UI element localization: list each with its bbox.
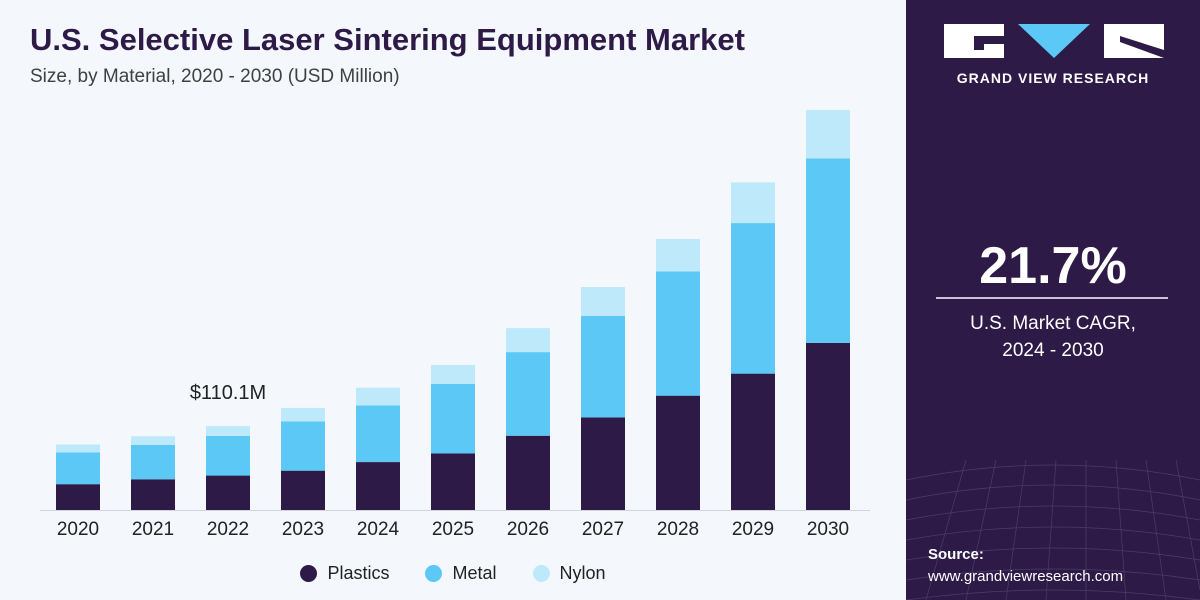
cagr-label-line1: U.S. Market CAGR, (970, 313, 1136, 334)
bar-plastics-2029 (731, 373, 775, 510)
bar-metal-2026 (506, 352, 550, 436)
cagr-divider (936, 297, 1168, 299)
brand-name: GRAND VIEW RESEARCH (956, 70, 1150, 86)
cagr-label: U.S. Market CAGR, 2024 - 2030 (906, 310, 1200, 364)
bar-metal-2029 (731, 223, 775, 374)
bar-nylon-2025 (431, 364, 475, 385)
x-tick-label-2029: 2029 (732, 519, 774, 540)
stacked-bar-chart: 2020 2021 2022 $110.1M 2023 2024 2025 2026 2027 2… (40, 109, 870, 540)
chart-legend: Plastics Metal Nylon (0, 563, 906, 584)
x-tick-label-2030: 2030 (807, 519, 849, 540)
bar-metal-2025 (431, 384, 475, 454)
bar-metal-2030 (806, 158, 850, 343)
legend-item-plastics: Plastics (300, 563, 389, 584)
bar-metal-2024 (356, 405, 400, 463)
cagr-label-line2: 2024 - 2030 (1002, 340, 1104, 361)
bar-nylon-2029 (731, 182, 775, 224)
legend-swatch-metal (425, 565, 443, 582)
bar-plastics-2023 (281, 470, 325, 510)
legend-label-metal: Metal (452, 563, 497, 583)
x-tick-label-2023: 2023 (282, 519, 324, 540)
bar-nylon-2027 (581, 287, 625, 316)
summary-panel: GRAND VIEW RESEARCH 21.7% U.S. Market CA… (906, 0, 1200, 600)
source-link[interactable]: www.grandviewresearch.com (928, 568, 1124, 585)
x-tick-label-2021: 2021 (132, 519, 174, 540)
bar-nylon-2024 (356, 387, 400, 406)
bar-nylon-2022 (206, 426, 250, 436)
bar-nylon-2023 (281, 407, 325, 422)
bar-metal-2028 (656, 271, 700, 396)
bar-metal-2022 (206, 435, 250, 476)
bar-nylon-2021 (131, 436, 175, 445)
bar-plastics-2022 (206, 475, 250, 510)
data-label-2022: $110.1M (190, 382, 266, 404)
bar-plastics-2026 (506, 435, 550, 510)
chart-subtitle: Size, by Material, 2020 - 2030 (USD Mill… (30, 66, 400, 87)
bar-nylon-2030 (806, 109, 850, 159)
bar-plastics-2025 (431, 453, 475, 510)
legend-label-plastics: Plastics (327, 563, 390, 583)
bar-nylon-2026 (506, 328, 550, 353)
bar-plastics-2020 (56, 484, 100, 510)
grand-view-research-logo (944, 24, 1164, 58)
bar-metal-2020 (56, 452, 100, 485)
legend-swatch-plastics (300, 565, 318, 582)
decorative-grid (906, 459, 1200, 600)
x-tick-label-2025: 2025 (432, 519, 474, 540)
x-tick-label-2024: 2024 (357, 519, 400, 540)
bar-plastics-2021 (131, 479, 175, 510)
bar-plastics-2024 (356, 462, 400, 510)
bar-plastics-2028 (656, 395, 700, 510)
chart-title: U.S. Selective Laser Sintering Equipment… (30, 22, 745, 57)
bar-metal-2027 (581, 315, 625, 418)
x-tick-label-2020: 2020 (57, 519, 99, 540)
bar-plastics-2027 (581, 417, 625, 510)
legend-item-metal: Metal (425, 563, 497, 584)
legend-item-nylon: Nylon (532, 563, 606, 584)
source-title: Source: (928, 546, 984, 563)
cagr-value: 21.7% (979, 237, 1127, 295)
x-tick-label-2028: 2028 (657, 519, 699, 540)
x-tick-label-2026: 2026 (507, 519, 549, 540)
chart-panel: 2020 2021 2022 $110.1M 2023 2024 2025 2026 2027 2… (0, 22, 906, 584)
x-tick-label-2027: 2027 (582, 519, 624, 540)
bar-metal-2023 (281, 421, 325, 471)
bar-metal-2021 (131, 444, 175, 480)
legend-swatch-nylon (532, 565, 550, 582)
bar-plastics-2030 (806, 342, 850, 510)
bar-nylon-2020 (56, 444, 100, 453)
x-tick-label-2022: 2022 (207, 519, 249, 540)
legend-label-nylon: Nylon (559, 563, 606, 583)
bar-nylon-2028 (656, 238, 700, 272)
logo-triangle-v (1018, 24, 1090, 58)
